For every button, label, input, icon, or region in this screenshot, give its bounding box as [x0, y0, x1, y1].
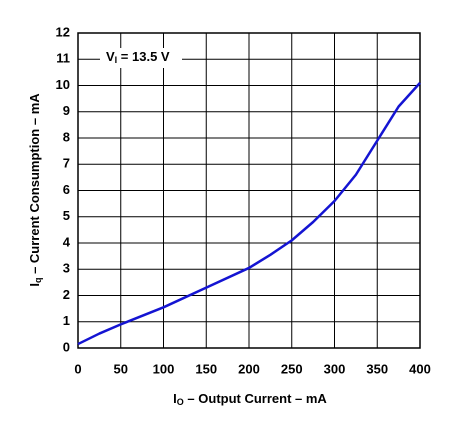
y-tick-label: 6: [63, 182, 70, 197]
y-tick-label: 12: [56, 24, 70, 39]
y-tick-label: 11: [56, 51, 70, 66]
annotation-part: I: [115, 55, 118, 65]
x-tick-label: 400: [409, 361, 431, 376]
y-tick-label: 7: [63, 156, 70, 171]
y-tick-label: 0: [63, 339, 70, 354]
data-line: [77, 82, 421, 346]
y-tick-label: 9: [63, 103, 70, 118]
x-tick-label: 100: [153, 361, 175, 376]
x-tick-label: 50: [114, 361, 128, 376]
annotation-bg: [100, 48, 182, 68]
x-tick-label: 250: [281, 361, 303, 376]
y-tick-label: 5: [63, 208, 70, 223]
y-axis-label: Iq – Current Consumption – mA: [27, 93, 43, 287]
plot-frame: [77, 32, 421, 349]
y-tick-label: 8: [63, 129, 70, 144]
y-tick-label: 2: [63, 287, 70, 302]
annotation-part: V: [106, 49, 115, 64]
x-tick-label: 200: [238, 361, 260, 376]
y-tick-label: 3: [63, 261, 70, 276]
x-tick-label: 150: [195, 361, 217, 376]
x-tick-label: 0: [74, 361, 81, 376]
annotation-part: = 13.5 V: [117, 49, 170, 64]
annotation: VI = 13.5 V: [106, 49, 170, 65]
y-tick-label: 10: [56, 77, 70, 92]
x-tick-label: 300: [324, 361, 346, 376]
y-tick-label: 1: [63, 313, 70, 328]
x-tick-label: 350: [366, 361, 388, 376]
x-axis-label: IO – Output Current – mA: [173, 391, 327, 407]
y-tick-label: 4: [63, 234, 71, 249]
